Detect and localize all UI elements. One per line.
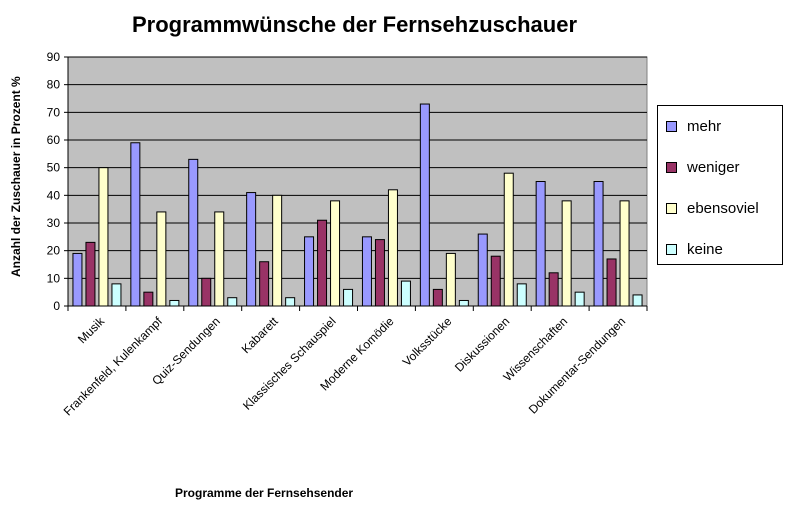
bar-mehr — [419, 103, 430, 307]
bar-keine — [169, 299, 180, 307]
bar-keine — [111, 283, 122, 307]
bar-ebensoviel — [272, 194, 283, 307]
bar-ebensoviel — [330, 200, 341, 307]
bar-keine — [343, 288, 354, 307]
legend-item-ebensoviel: ebensoviel — [666, 198, 759, 218]
y-tick-label: 0 — [53, 299, 60, 313]
x-tick-label: Diskussionen — [452, 314, 512, 374]
bar-mehr — [361, 236, 372, 307]
bar-weniger — [317, 219, 328, 307]
bar-mehr — [535, 181, 546, 307]
legend-label: mehr — [687, 117, 722, 135]
x-tick-label: Frankenfeld, Kulenkampf — [61, 314, 166, 419]
bar-weniger — [201, 277, 212, 307]
bar-weniger — [259, 261, 270, 307]
y-tick-label: 50 — [47, 161, 61, 175]
bar-keine — [632, 294, 643, 307]
y-tick-label: 90 — [47, 50, 61, 64]
bar-weniger — [606, 258, 617, 307]
y-tick-label: 20 — [47, 244, 61, 258]
chart-title: Programmwünsche der Fernsehzuschauer — [132, 12, 578, 37]
x-tick-label: Volksstücke — [400, 314, 455, 369]
y-tick-label: 30 — [47, 216, 61, 230]
y-tick-label: 10 — [47, 271, 61, 285]
bar-mehr — [246, 192, 257, 307]
x-tick-label: Kabarett — [239, 314, 281, 356]
y-tick-label: 60 — [47, 133, 61, 147]
legend-item-keine: keine — [666, 239, 723, 259]
x-tick-label: Dokumentar-Sendungen — [526, 314, 628, 416]
y-tick-label: 70 — [47, 105, 61, 119]
legend-label: keine — [687, 240, 723, 258]
bar-keine — [574, 291, 585, 307]
bar-weniger — [548, 272, 559, 307]
bar-mehr — [304, 236, 315, 307]
legend-label: ebensoviel — [687, 199, 759, 217]
bar-ebensoviel — [387, 189, 398, 307]
legend-swatch — [666, 120, 677, 132]
bar-weniger — [85, 241, 96, 307]
y-tick-label: 80 — [47, 78, 61, 92]
bar-mehr — [188, 158, 199, 307]
bar-mehr — [130, 142, 141, 307]
bar-keine — [458, 299, 469, 307]
bar-weniger — [490, 255, 501, 307]
bar-keine — [285, 297, 296, 307]
bar-weniger — [374, 239, 385, 307]
bar-keine — [516, 283, 527, 307]
x-tick-label: Musik — [75, 314, 108, 347]
bar-keine — [400, 280, 411, 307]
bar-ebensoviel — [98, 167, 109, 307]
legend-item-mehr: mehr — [666, 116, 721, 136]
bar-weniger — [143, 291, 154, 307]
legend-swatch — [666, 202, 677, 214]
legend: mehr weniger ebensoviel keine — [657, 105, 783, 265]
bar-ebensoviel — [561, 200, 572, 307]
y-tick-label: 40 — [47, 188, 61, 202]
legend-label: weniger — [687, 158, 740, 176]
x-axis-title: Programme der Fernsehsender — [175, 486, 354, 500]
bar-mehr — [72, 252, 83, 307]
bar-ebensoviel — [445, 252, 456, 307]
legend-swatch — [666, 243, 677, 255]
bar-mehr — [477, 233, 488, 307]
bar-ebensoviel — [503, 172, 514, 307]
bar-weniger — [432, 288, 443, 307]
bar-ebensoviel — [214, 211, 225, 307]
bar-keine — [227, 297, 238, 307]
legend-swatch — [666, 161, 677, 173]
bar-ebensoviel — [619, 200, 630, 307]
legend-item-weniger: weniger — [666, 157, 740, 177]
plot-area — [67, 56, 648, 307]
bar-mehr — [593, 181, 604, 307]
bar-ebensoviel — [156, 211, 167, 307]
